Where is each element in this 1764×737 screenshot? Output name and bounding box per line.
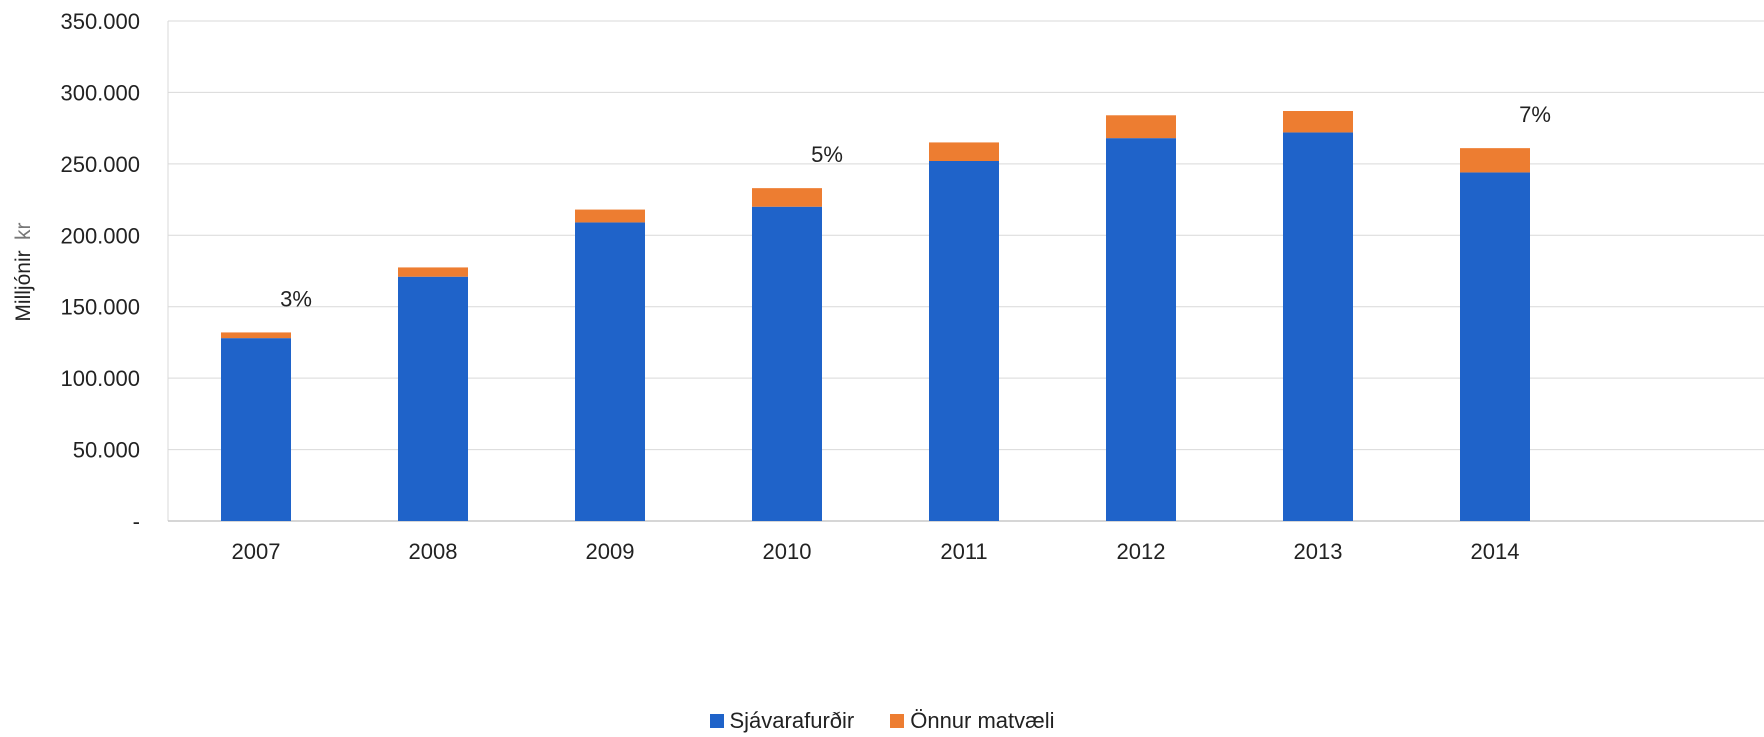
legend-label-sjavarafurdir: Sjávarafurðir: [729, 708, 855, 733]
bar-sjavarafurdir-2012: [1106, 138, 1176, 521]
bar-sjavarafurdir-2014: [1460, 172, 1530, 521]
legend: Sjávarafurðir Önnur matvæli: [0, 708, 1764, 734]
bars: [221, 111, 1530, 521]
x-tick-label: 2007: [232, 539, 281, 564]
percentage-annotations: 3% 5% 7%: [280, 102, 1551, 311]
bar-onnur-matvaeli-2012: [1106, 115, 1176, 139]
legend-swatch-sjavarafurdir: [709, 714, 724, 728]
bar-onnur-matvaeli-2013: [1283, 111, 1353, 133]
y-axis-label-unit: kr: [12, 222, 35, 240]
x-tick-label: 2010: [763, 539, 812, 564]
legend-swatch-onnur-matvaeli: [890, 714, 905, 728]
y-tick-label: 100.000: [60, 366, 140, 391]
bar-onnur-matvaeli-2014: [1460, 148, 1530, 173]
bar-sjavarafurdir-2011: [929, 161, 999, 521]
annotation-label-2007: 3%: [280, 286, 312, 311]
annotation-label-2014: 7%: [1519, 102, 1551, 127]
bar-sjavarafurdir-2008: [398, 276, 468, 521]
legend-item-onnur-matvaeli: Önnur matvæli: [890, 708, 1055, 734]
bar-onnur-matvaeli-2007: [221, 332, 291, 339]
bar-sjavarafurdir-2010: [752, 206, 822, 521]
bar-onnur-matvaeli-2009: [575, 209, 645, 223]
y-tick-label: 150.000: [60, 295, 140, 320]
y-tick-label: 350.000: [60, 9, 140, 34]
bar-onnur-matvaeli-2011: [929, 142, 999, 161]
y-axis-label: Milljónir kr: [12, 222, 35, 321]
y-tick-label: 250.000: [60, 152, 140, 177]
annotation-label-2010: 5%: [811, 142, 843, 167]
bar-sjavarafurdir-2013: [1283, 132, 1353, 521]
y-axis-label-main: Milljónir: [12, 250, 35, 321]
stacked-bar-chart: - 50.000 100.000 150.000 200.000 250.000 300.0…: [12, 9, 1764, 564]
x-tick-label: 2011: [940, 539, 987, 564]
y-axis-tick-labels: - 50.000 100.000 150.000 200.000 250.000 300.0…: [60, 9, 140, 534]
x-tick-label: 2009: [586, 539, 635, 564]
bar-onnur-matvaeli-2010: [752, 188, 822, 207]
bar-onnur-matvaeli-2008: [398, 267, 468, 277]
x-tick-label: 2012: [1117, 539, 1166, 564]
legend-item-sjavarafurdir: Sjávarafurðir: [709, 708, 855, 734]
y-tick-label: 50.000: [73, 438, 140, 463]
bar-sjavarafurdir-2009: [575, 222, 645, 521]
x-axis-tick-labels: 2007 2008 2009 2010 2011 2012 2013 2014: [232, 539, 1520, 564]
y-tick-label: 300.000: [60, 80, 140, 105]
bar-sjavarafurdir-2007: [221, 338, 291, 521]
x-tick-label: 2013: [1294, 539, 1343, 564]
x-tick-label: 2014: [1471, 539, 1520, 564]
legend-label-onnur-matvaeli: Önnur matvæli: [910, 708, 1055, 733]
y-tick-label: 200.000: [60, 223, 140, 248]
x-tick-label: 2008: [409, 539, 458, 564]
y-tick-label: -: [133, 509, 140, 534]
